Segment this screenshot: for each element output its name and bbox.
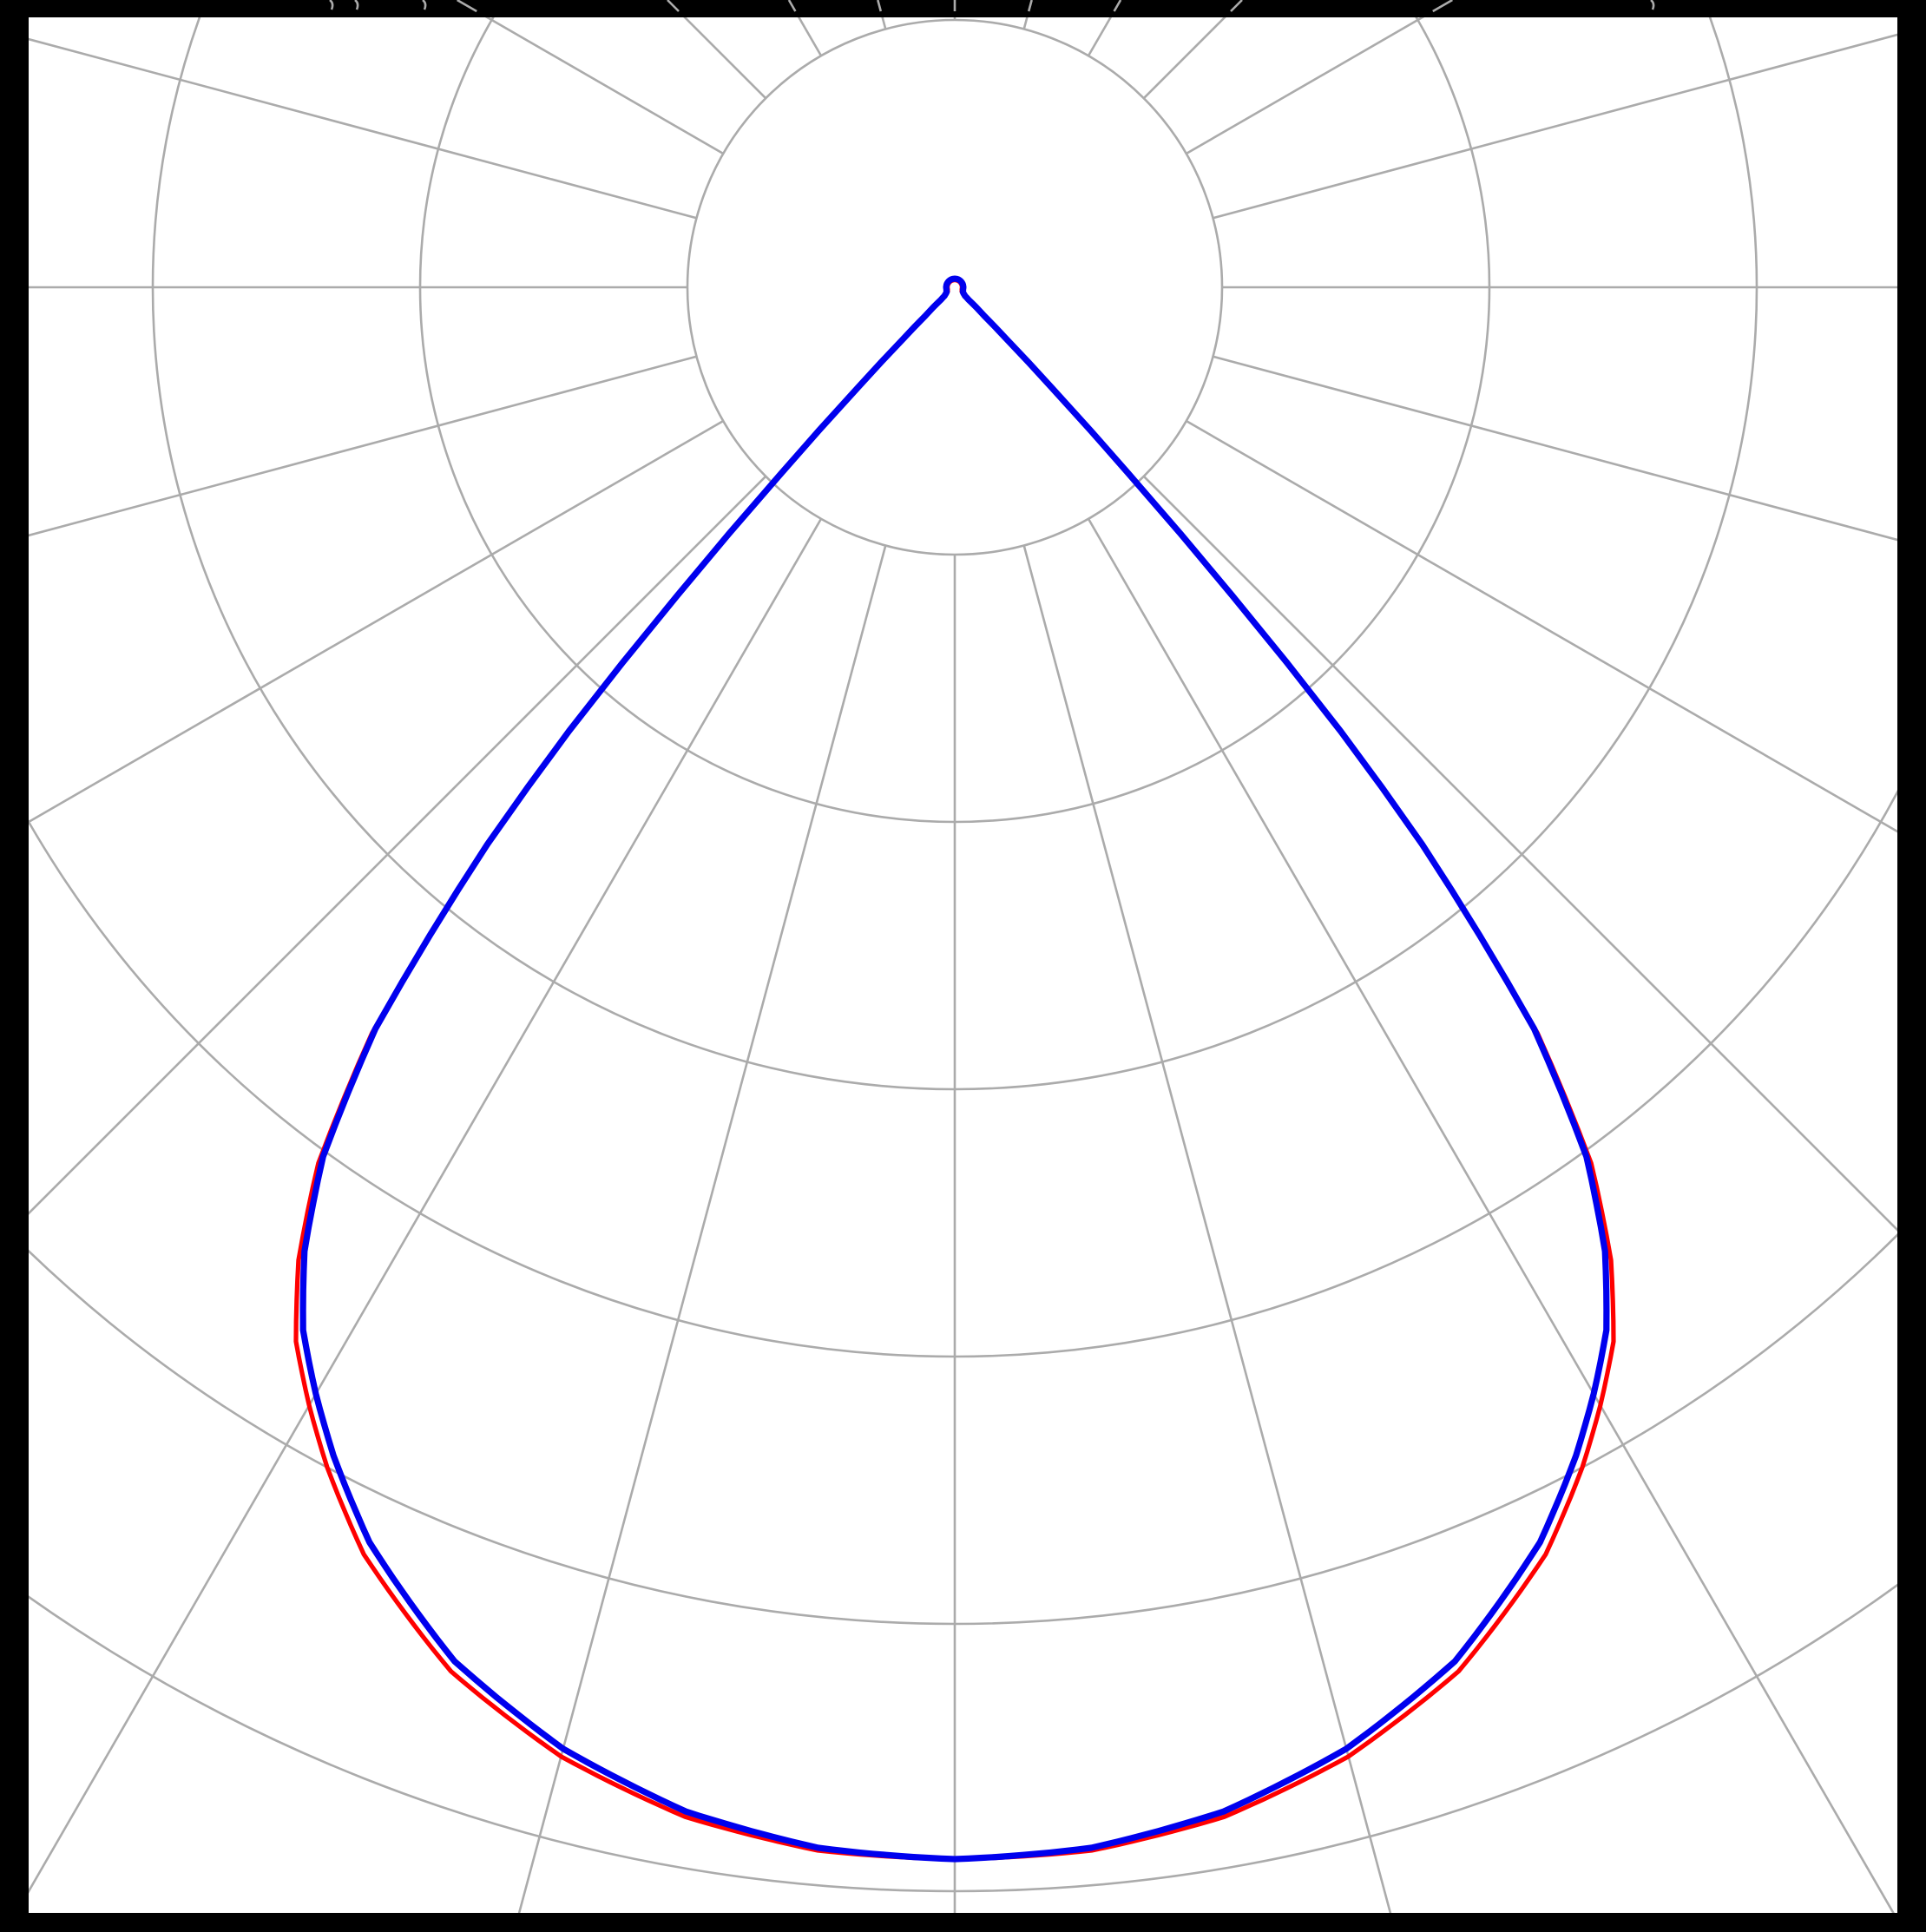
blue-curve xyxy=(299,275,1610,1863)
grid-spoke xyxy=(29,37,697,220)
intensity-curves xyxy=(293,275,1616,1863)
grid-spoke xyxy=(1142,475,1897,1232)
cropped-spoke-fragment xyxy=(667,0,680,12)
grid-spoke xyxy=(29,419,724,824)
frame-left xyxy=(0,0,29,1932)
cropped-label-fragment xyxy=(329,0,334,10)
cropped-label-fragment xyxy=(1650,0,1655,10)
grid-spoke xyxy=(29,518,823,1894)
grid-spoke xyxy=(1022,545,1392,1913)
cropped-spoke-fragment xyxy=(787,0,797,12)
grid-spoke xyxy=(517,545,887,1913)
grid-spoke xyxy=(29,355,697,537)
cropped-spoke-fragment xyxy=(1230,0,1243,12)
cropped-spoke-fragment xyxy=(1432,0,1453,13)
grid-spoke xyxy=(29,475,767,1215)
cropped-spoke-fragment xyxy=(1113,0,1122,12)
cropped-label-fragment xyxy=(422,0,427,10)
grid-spoke xyxy=(1186,419,1897,833)
grid-spoke xyxy=(1213,33,1897,220)
grid-spoke xyxy=(1213,355,1897,542)
cropped-spoke-fragment xyxy=(457,0,477,13)
frame-top xyxy=(0,0,1926,17)
frame-bottom xyxy=(0,1913,1926,1932)
frame-right xyxy=(1897,0,1926,1932)
grid-spoke xyxy=(1087,518,1895,1913)
cropped-top-label-fragments xyxy=(329,0,1655,13)
cropped-spoke-fragment xyxy=(877,0,883,12)
cropped-label-fragment xyxy=(354,0,359,10)
cropped-spoke-fragment xyxy=(1027,0,1033,12)
